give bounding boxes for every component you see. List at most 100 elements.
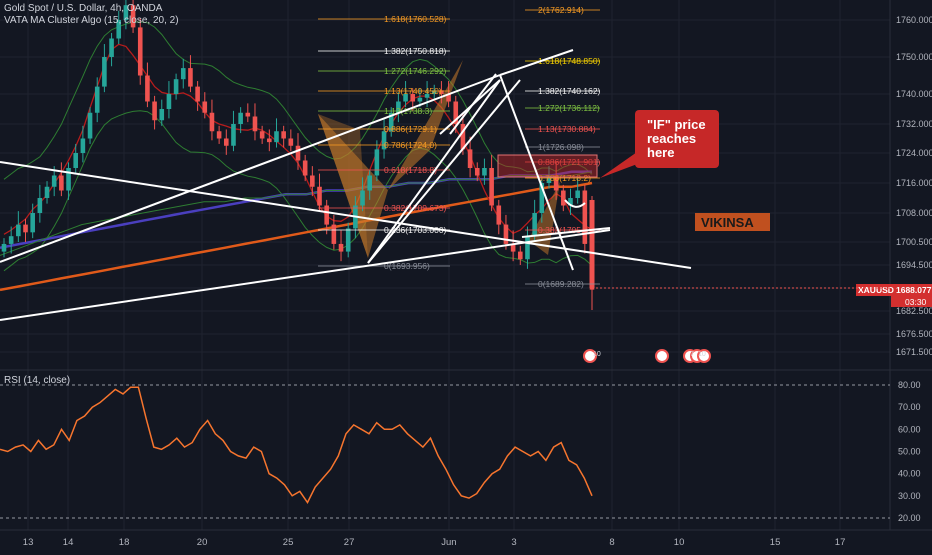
y-tick-label: 1724.000: [896, 148, 932, 158]
candle: [417, 97, 423, 102]
candle: [209, 112, 215, 132]
event-label: 7: [690, 351, 694, 358]
candle: [259, 131, 265, 139]
candle: [561, 190, 566, 206]
y-tick-label: 1760.000: [896, 15, 932, 25]
candle: [80, 138, 86, 153]
candle: [59, 175, 64, 191]
y-tick-label: 1716.000: [896, 178, 932, 188]
rsi-tick-label: 30.00: [898, 491, 921, 501]
fib-levels: 1.618(1760.528) 1.382(1750.818) 1.272(1746…: [318, 5, 601, 289]
candle: [1, 243, 7, 252]
candle: [102, 57, 107, 87]
candle: [367, 175, 373, 191]
candle: [94, 86, 100, 113]
watermark-box: [695, 213, 770, 231]
candle: [37, 198, 43, 213]
bollinger-bands: [3, 21, 593, 272]
callout-pointer: [600, 150, 648, 178]
y-tick-label: 1694.500: [896, 260, 932, 270]
candle: [381, 131, 387, 150]
candle: [30, 213, 35, 233]
candle: [324, 205, 329, 225]
fib-label: 0.236(1703.000): [384, 225, 447, 235]
candle: [539, 183, 545, 213]
y-tick-label: 1732.000: [896, 119, 932, 129]
candle: [173, 79, 179, 94]
event-icon: [655, 349, 669, 363]
rsi-pane: RSI (14, close) 20.00 30.00 40.00 50.00 60.00…: [0, 375, 921, 523]
candle: [410, 94, 416, 102]
candle: [123, 5, 129, 20]
trendline: [367, 79, 521, 264]
fib-label: 1.13(1740.450): [384, 86, 442, 96]
candle: [374, 149, 380, 176]
band-upper: [3, 21, 593, 180]
candle: [288, 138, 294, 146]
candle: [467, 149, 473, 168]
candle: [546, 175, 552, 183]
event-icon: [583, 349, 597, 363]
rsi-line: [0, 386, 593, 504]
rsi-tick-label: 80.00: [898, 380, 921, 390]
fib-label: 1.382(1750.818): [384, 46, 447, 56]
x-tick-label: 18: [119, 537, 130, 548]
candle: [388, 112, 394, 132]
event-icon: [697, 349, 711, 363]
candle: [568, 198, 573, 206]
fib-label: 0.618(1718.8): [384, 165, 437, 175]
candle: [431, 90, 437, 94]
candle: [575, 190, 580, 198]
candle: [553, 175, 559, 191]
target-zone: [497, 154, 598, 178]
candle: [525, 236, 530, 260]
fib-label: 0.382(1709.673): [384, 203, 447, 213]
candle: [345, 228, 351, 252]
rsi-tick-label: 70.00: [898, 402, 921, 412]
price-tag-symbol: XAUUSD: [858, 285, 894, 295]
candle: [216, 131, 222, 139]
candle: [16, 224, 21, 237]
fib-label: 1.272(1736.112): [538, 103, 600, 113]
x-tick-label: 3: [511, 537, 516, 548]
trendlines: [0, 49, 692, 321]
candle: [503, 224, 509, 244]
fib-label: 0.786(1724.0): [384, 140, 437, 150]
y-tick-label: 1708.000: [896, 208, 932, 218]
candle: [439, 90, 444, 94]
event-label: 10: [698, 351, 706, 358]
rsi-tick-label: 20.00: [898, 513, 921, 523]
indicator-legend[interactable]: VATA MA Cluster Algo (15, close, 20, 2): [4, 15, 179, 26]
candle: [116, 20, 122, 39]
candle: [517, 251, 523, 260]
candle: [496, 205, 502, 225]
candle: [238, 112, 243, 124]
fib-label: 1.13(1730.884): [538, 124, 596, 134]
rsi-title: RSI (14, close): [4, 375, 70, 386]
fib-label: 1.382(1740.162): [538, 86, 601, 96]
candle: [482, 168, 487, 176]
x-tick-label: 25: [283, 537, 294, 548]
rsi-tick-label: 50.00: [898, 447, 921, 457]
symbol-title[interactable]: Gold Spot / U.S. Dollar, 4h, OANDA: [4, 3, 163, 14]
event-markers: 10 7 10: [583, 349, 711, 363]
candle: [453, 101, 459, 124]
candle: [137, 27, 143, 76]
y-tick-label: 1750.000: [896, 52, 932, 62]
last-candle: [589, 200, 595, 288]
callout-text: here: [647, 145, 674, 160]
candle: [223, 138, 229, 146]
x-tick-label: 8: [609, 537, 614, 548]
pattern-triangle: [318, 114, 388, 258]
time-axis: 13 14 18 20 25 27 Jun 3 8 10 15 17: [23, 537, 846, 548]
fib-label: 0.786(1718.2): [538, 173, 591, 183]
candle: [66, 168, 71, 191]
pattern-triangle: [528, 182, 560, 255]
candle: [532, 213, 537, 237]
callout-box: [635, 110, 719, 168]
candle: [130, 5, 136, 28]
y-tick-label: 1700.500: [896, 237, 932, 247]
